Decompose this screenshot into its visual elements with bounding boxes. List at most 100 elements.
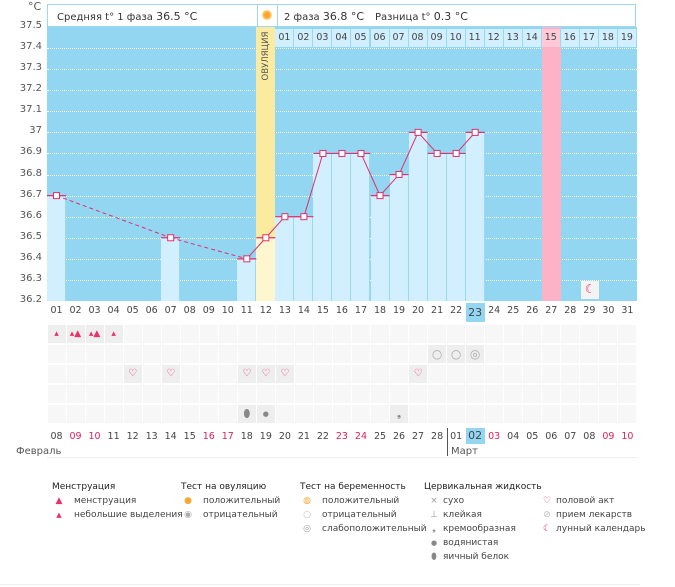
temperature-point[interactable] xyxy=(452,149,460,157)
symptom-cell[interactable] xyxy=(599,385,618,403)
symptom-cell[interactable] xyxy=(294,325,313,343)
symptom-cell[interactable] xyxy=(371,385,389,403)
symptom-cell[interactable] xyxy=(542,345,561,363)
symptom-cell[interactable]: ▴▲ xyxy=(66,325,85,343)
symptom-cell[interactable] xyxy=(371,405,389,423)
symptom-cell[interactable] xyxy=(313,325,332,343)
symptom-cell[interactable] xyxy=(104,385,123,403)
calendar-date-label[interactable]: 04 xyxy=(507,431,520,442)
symptom-cell[interactable] xyxy=(123,345,142,363)
calendar-date-label[interactable]: 10 xyxy=(88,431,101,442)
cycle-day-label[interactable]: 21 xyxy=(431,305,444,316)
symptom-cell[interactable] xyxy=(561,385,580,403)
symptom-cell[interactable] xyxy=(313,365,332,383)
symptom-cell[interactable] xyxy=(332,365,351,383)
calendar-date-label[interactable]: 07 xyxy=(564,431,577,442)
symptom-cell[interactable] xyxy=(447,405,466,423)
temperature-point[interactable] xyxy=(300,213,308,221)
symptom-cell[interactable] xyxy=(390,345,409,363)
symptom-cell[interactable] xyxy=(180,365,199,383)
symptom-cell[interactable] xyxy=(199,325,218,343)
cycle-day-label[interactable]: 10 xyxy=(221,305,234,316)
cycle-day-label[interactable]: 01 xyxy=(50,305,63,316)
cycle-day-label[interactable]: 11 xyxy=(240,305,253,316)
symptom-cell[interactable] xyxy=(180,405,199,423)
symptom-cell[interactable] xyxy=(332,385,351,403)
symptom-cell[interactable] xyxy=(85,385,104,403)
symptom-cell[interactable] xyxy=(161,325,180,343)
calendar-date-label[interactable]: 23 xyxy=(335,431,348,442)
cycle-day-label[interactable]: 15 xyxy=(316,305,329,316)
symptom-cell[interactable] xyxy=(409,345,428,363)
cycle-day-label[interactable]: 09 xyxy=(202,305,215,316)
cycle-day-label[interactable]: 30 xyxy=(602,305,615,316)
symptom-cell[interactable] xyxy=(218,405,237,423)
symptom-cell[interactable] xyxy=(66,365,85,383)
calendar-date-label[interactable]: 01 xyxy=(450,431,463,442)
temperature-point[interactable] xyxy=(357,149,365,157)
symptom-cell[interactable] xyxy=(390,365,409,383)
calendar-date-label[interactable]: 05 xyxy=(526,431,539,442)
symptom-cell[interactable] xyxy=(390,325,409,343)
calendar-date-label[interactable]: 12 xyxy=(126,431,139,442)
symptom-cell[interactable] xyxy=(504,405,523,423)
calendar-date-label[interactable]: 21 xyxy=(297,431,310,442)
symptom-cell[interactable] xyxy=(447,365,466,383)
cycle-day-label[interactable]: 20 xyxy=(412,305,425,316)
calendar-date-label[interactable]: 16 xyxy=(202,431,215,442)
calendar-date-label[interactable]: 02 xyxy=(465,428,485,444)
symptom-cell[interactable] xyxy=(599,325,618,343)
temperature-point[interactable] xyxy=(53,192,61,200)
symptom-cell[interactable] xyxy=(428,325,447,343)
calendar-date-label[interactable]: 15 xyxy=(183,431,196,442)
symptom-cell[interactable] xyxy=(561,345,580,363)
calendar-date-label[interactable]: 24 xyxy=(354,431,368,442)
symptom-cell[interactable] xyxy=(485,365,504,383)
symptom-cell[interactable] xyxy=(199,345,218,363)
symptom-cell[interactable] xyxy=(123,405,142,423)
symptom-cell[interactable] xyxy=(142,345,161,363)
symptom-cell[interactable] xyxy=(85,405,104,423)
symptom-cell[interactable]: ♡ xyxy=(237,365,256,383)
symptom-cell[interactable]: ○ xyxy=(428,345,447,363)
calendar-date-label[interactable]: 08 xyxy=(50,431,63,442)
symptom-cell[interactable] xyxy=(85,345,104,363)
symptom-cell[interactable]: ⬮ xyxy=(237,405,256,423)
symptom-cell[interactable] xyxy=(447,385,466,403)
symptom-cell[interactable] xyxy=(409,405,428,423)
symptom-cell[interactable] xyxy=(161,405,180,423)
symptom-cell[interactable] xyxy=(618,405,637,423)
symptom-cell[interactable]: ❟ xyxy=(390,405,409,423)
symptom-cell[interactable] xyxy=(237,345,256,363)
symptom-cell[interactable] xyxy=(256,345,275,363)
symptom-cell[interactable] xyxy=(580,385,599,403)
moon-calendar-marker[interactable]: ☾ xyxy=(580,281,599,299)
symptom-cell[interactable] xyxy=(199,365,218,383)
cycle-day-label[interactable]: 06 xyxy=(145,305,158,316)
symptom-cell[interactable] xyxy=(504,385,523,403)
symptom-cell[interactable] xyxy=(580,405,599,423)
symptom-cell[interactable] xyxy=(371,365,389,383)
symptom-cell[interactable] xyxy=(218,385,237,403)
symptom-cell[interactable] xyxy=(256,325,275,343)
symptom-cell[interactable] xyxy=(47,385,66,403)
symptom-cell[interactable] xyxy=(371,345,389,363)
symptom-cell[interactable] xyxy=(428,365,447,383)
symptom-cell[interactable] xyxy=(618,325,637,343)
symptom-cell[interactable] xyxy=(428,405,447,423)
temperature-point[interactable] xyxy=(319,149,327,157)
symptom-cell[interactable] xyxy=(66,345,85,363)
symptom-cell[interactable] xyxy=(142,325,161,343)
symptom-cell[interactable] xyxy=(561,325,580,343)
temperature-point[interactable] xyxy=(395,171,403,179)
symptom-cell[interactable] xyxy=(561,405,580,423)
symptom-cell[interactable] xyxy=(351,325,370,343)
calendar-date-label[interactable]: 08 xyxy=(583,431,596,442)
cycle-day-label[interactable]: 04 xyxy=(107,305,120,316)
symptom-cell[interactable] xyxy=(504,345,523,363)
cycle-day-label[interactable]: 17 xyxy=(354,305,368,316)
symptom-cell[interactable] xyxy=(466,405,485,423)
symptom-cell[interactable] xyxy=(371,325,389,343)
symptom-cell[interactable] xyxy=(313,385,332,403)
symptom-cell[interactable] xyxy=(275,405,294,423)
